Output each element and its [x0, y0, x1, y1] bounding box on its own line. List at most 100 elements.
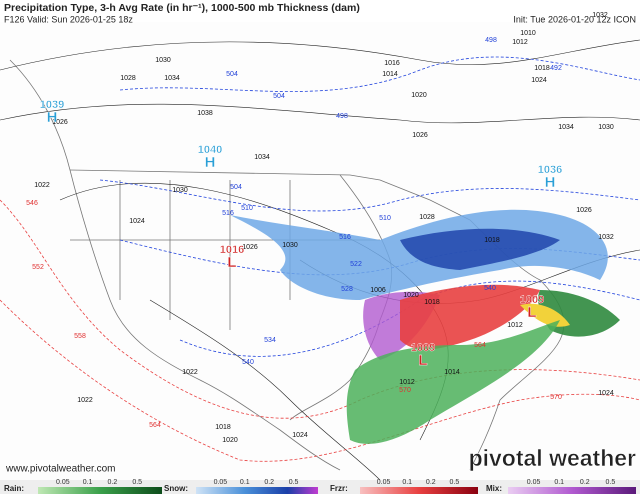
isobar-label: 1010: [520, 30, 536, 37]
thickness-label: 504: [273, 93, 285, 100]
isobar-label: 1018: [424, 299, 440, 306]
isobar-label: 1034: [164, 75, 180, 82]
legend-tick: 0.05: [527, 479, 541, 486]
legend-tick: 0.2: [264, 479, 274, 486]
legend-label: Mix:: [486, 484, 502, 493]
thickness-label: 504: [226, 71, 238, 78]
isobar-label: 1024: [292, 432, 308, 439]
thickness-label: 510: [241, 205, 253, 212]
isobar-label: 1012: [507, 322, 523, 329]
thickness-label: 570: [399, 387, 411, 394]
center-value: 1036: [538, 164, 562, 176]
legend-bar: [360, 487, 478, 494]
isobar-label: 1032: [592, 12, 608, 19]
valid-time: F126 Valid: Sun 2026-01-25 18z: [4, 14, 133, 24]
center-value: 1009: [520, 294, 544, 306]
isobar-label: 1026: [576, 207, 592, 214]
isobar-label: 1018: [215, 424, 231, 431]
center-value: 1016: [220, 244, 244, 256]
isobar-label: 1018: [534, 65, 550, 72]
isobar-label: 1024: [598, 390, 614, 397]
legend-tick: 0.1: [83, 479, 93, 486]
legend-tick: 0.5: [132, 479, 142, 486]
center-symbol: L: [227, 254, 236, 271]
isobar-label: 1026: [412, 132, 428, 139]
isobar-label: 1034: [558, 124, 574, 131]
thickness-label: 540: [484, 285, 496, 292]
thickness-label: 516: [339, 234, 351, 241]
thickness-label: 504: [230, 184, 242, 191]
thickness-label: 546: [26, 200, 38, 207]
legend-tick: 0.5: [606, 479, 616, 486]
thickness-label: 528: [341, 286, 353, 293]
legend-bar: [508, 487, 636, 494]
title: Precipitation Type, 3-h Avg Rate (in hr⁻…: [4, 2, 360, 14]
isobar-label: 1030: [282, 242, 298, 249]
legend-tick: 0.05: [56, 479, 70, 486]
isobar-label: 1026: [52, 119, 68, 126]
logo: pivotal weather: [469, 445, 636, 471]
precipitation: [230, 209, 620, 444]
isobar-label: 1034: [254, 154, 270, 161]
thickness-label: 540: [242, 359, 254, 366]
center-value: 1009: [411, 342, 435, 354]
isobar-label: 1012: [512, 39, 528, 46]
isobar-label: 1022: [34, 182, 50, 189]
isobar-label: 1014: [382, 71, 398, 78]
thickness-label: 570: [550, 394, 562, 401]
legend-tick: 0.5: [289, 479, 299, 486]
thickness-label: 510: [379, 215, 391, 222]
thickness-label: 498: [336, 113, 348, 120]
center-symbol: H: [47, 109, 58, 126]
isobar-label: 1024: [531, 77, 547, 84]
legend-tick: 0.2: [580, 479, 590, 486]
isobar-label: 1020: [411, 92, 427, 99]
thickness-label: 516: [222, 210, 234, 217]
isobar-label: 1026: [242, 244, 258, 251]
legend-tick: 0.1: [554, 479, 564, 486]
legend-bar: [196, 487, 318, 494]
center-symbol: H: [545, 174, 556, 191]
isobar-label: 1012: [399, 379, 415, 386]
legend-tick: 0.2: [108, 479, 118, 486]
legend-tick: 0.1: [240, 479, 250, 486]
isobar-label: 1030: [598, 124, 614, 131]
map-labels: 1030 1034 1028 1038 1026 1034 1030 1024 1022 1026…: [26, 12, 614, 444]
center-symbol: H: [205, 154, 216, 171]
center-value: 1040: [198, 144, 222, 156]
isobar-label: 1022: [182, 369, 198, 376]
thickness-label: 492: [550, 65, 562, 72]
legend: Rain: 0.05 0.1 0.2 0.5 Snow: 0.05 0.1 0.2 0.5 Frzr…: [4, 479, 636, 494]
isobar-label: 1038: [197, 110, 213, 117]
isobar-label: 1030: [172, 187, 188, 194]
center-value: 1039: [40, 99, 64, 111]
legend-label: Frzr:: [330, 484, 348, 493]
isobar-label: 1022: [77, 397, 93, 404]
thickness-label: 552: [32, 264, 44, 271]
watermark: www.pivotalweather.com: [5, 464, 116, 475]
legend-tick: 0.05: [214, 479, 228, 486]
thickness-label: 522: [350, 261, 362, 268]
legend-tick: 0.2: [426, 479, 436, 486]
legend-tick: 0.5: [450, 479, 460, 486]
isobar-label: 1024: [129, 218, 145, 225]
legend-label: Snow:: [164, 484, 188, 493]
isobar-label: 1016: [384, 60, 400, 67]
isobar-label: 1032: [598, 234, 614, 241]
isobar-label: 1028: [120, 75, 136, 82]
thickness-label: 564: [474, 342, 486, 349]
center-symbol: L: [527, 304, 536, 321]
init-time: Init: Tue 2026-01-20 12z ICON: [513, 14, 636, 24]
isobar-label: 1020: [222, 437, 238, 444]
thickness-label: 564: [149, 422, 161, 429]
legend-tick: 0.1: [402, 479, 412, 486]
isobar-label: 1014: [444, 369, 460, 376]
thickness-label: 534: [264, 337, 276, 344]
isobar-label: 1028: [419, 214, 435, 221]
legend-tick: 0.05: [377, 479, 391, 486]
center-symbol: L: [418, 352, 427, 369]
isobar-label: 1020: [403, 292, 419, 299]
isobar-label: 1018: [484, 237, 500, 244]
thickness-label: 558: [74, 333, 86, 340]
